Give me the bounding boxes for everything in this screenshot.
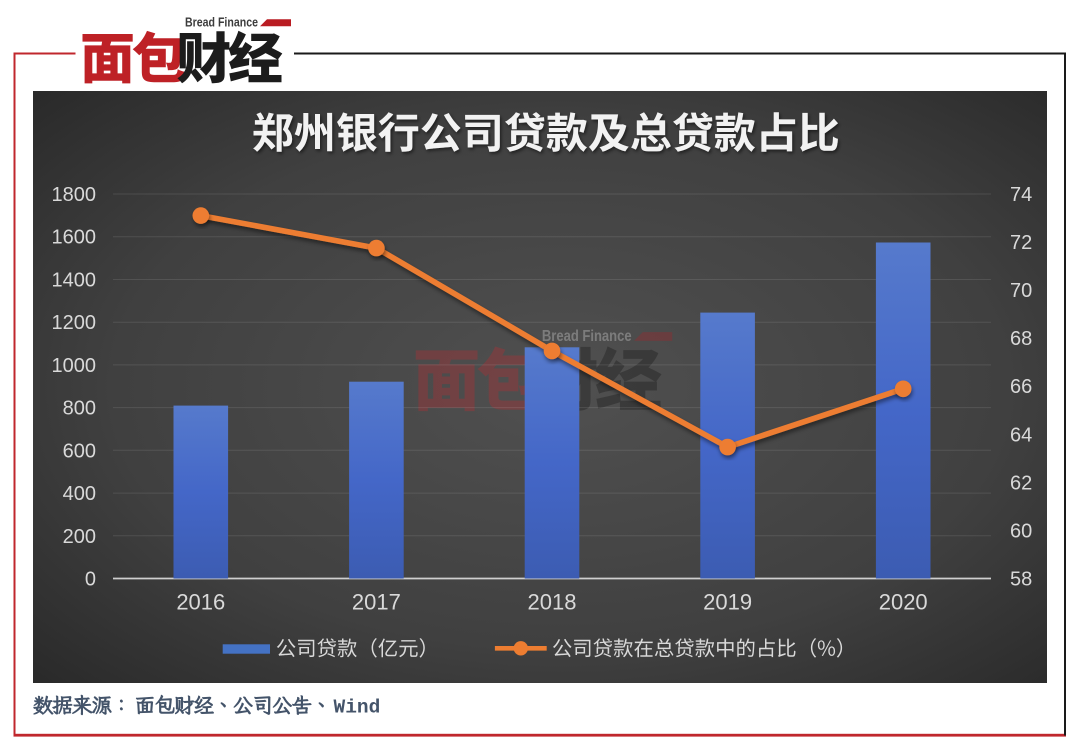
svg-text:200: 200 — [63, 526, 96, 548]
svg-text:Bread Finance: Bread Finance — [185, 15, 258, 30]
svg-text:60: 60 — [1010, 520, 1032, 542]
svg-text:74: 74 — [1010, 184, 1032, 206]
svg-text:400: 400 — [63, 483, 96, 505]
svg-text:2017: 2017 — [352, 590, 401, 615]
svg-text:1000: 1000 — [52, 355, 97, 377]
svg-text:1200: 1200 — [52, 312, 97, 334]
svg-text:0: 0 — [85, 569, 96, 591]
svg-text:64: 64 — [1010, 424, 1032, 446]
svg-text:2019: 2019 — [703, 590, 752, 615]
svg-text:2016: 2016 — [176, 590, 225, 615]
svg-text:1800: 1800 — [52, 184, 97, 206]
svg-text:Bread Finance: Bread Finance — [542, 328, 632, 345]
svg-text:66: 66 — [1010, 376, 1032, 398]
svg-text:800: 800 — [63, 398, 96, 420]
svg-text:68: 68 — [1010, 328, 1032, 350]
svg-text:2018: 2018 — [528, 590, 577, 615]
svg-text:Wind: Wind — [334, 697, 381, 719]
svg-text:1400: 1400 — [52, 270, 97, 292]
svg-text:62: 62 — [1010, 472, 1032, 494]
svg-text:1600: 1600 — [52, 227, 97, 249]
svg-text:72: 72 — [1010, 232, 1032, 254]
svg-text:58: 58 — [1010, 569, 1032, 591]
svg-text:600: 600 — [63, 440, 96, 462]
svg-text:70: 70 — [1010, 280, 1032, 302]
svg-text:2020: 2020 — [879, 590, 928, 615]
